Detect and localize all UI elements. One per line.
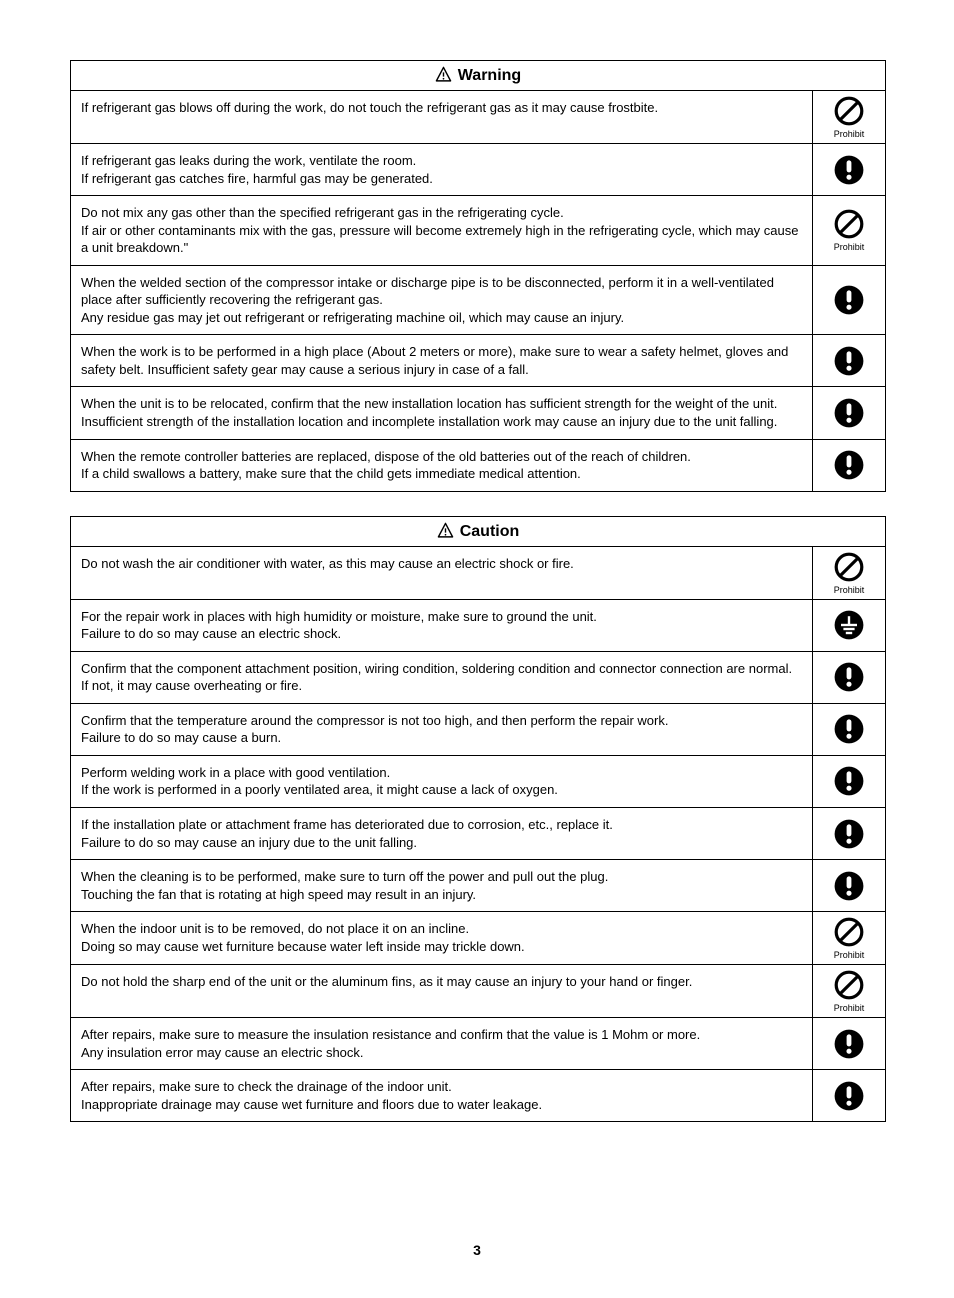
mandatory-icon [833,449,865,481]
mandatory-icon [833,154,865,186]
prohibit-icon [833,208,865,240]
safety-icon-cell [813,144,885,195]
page-number: 3 [70,1242,884,1258]
safety-row: When the welded section of the compresso… [71,266,885,336]
ground-icon [833,609,865,641]
safety-text: Do not mix any gas other than the specif… [71,196,813,265]
safety-icon-cell [813,756,885,807]
prohibit-icon [833,551,865,583]
safety-text: When the remote controller batteries are… [71,440,813,491]
safety-icon-cell [813,600,885,651]
safety-text: Confirm that the temperature around the … [71,704,813,755]
safety-icon-cell [813,652,885,703]
safety-icon-cell: Prohibit [813,196,885,265]
section-heading: Caution [71,517,885,547]
safety-text: Do not wash the air conditioner with wat… [71,547,813,599]
safety-icon-cell: Prohibit [813,912,885,964]
safety-row: When the indoor unit is to be removed, d… [71,912,885,965]
mandatory-icon [833,765,865,797]
safety-row: After repairs, make sure to measure the … [71,1018,885,1070]
safety-row: Perform welding work in a place with goo… [71,756,885,808]
safety-text: When the cleaning is to be performed, ma… [71,860,813,911]
safety-icon-cell [813,1018,885,1069]
safety-row: For the repair work in places with high … [71,600,885,652]
mandatory-icon [833,1080,865,1112]
mandatory-icon [833,397,865,429]
safety-text: If refrigerant gas blows off during the … [71,91,813,143]
prohibit-label: Prohibit [834,585,865,595]
safety-row: When the cleaning is to be performed, ma… [71,860,885,912]
safety-icon-cell [813,266,885,335]
safety-row: Do not wash the air conditioner with wat… [71,547,885,600]
safety-text: Perform welding work in a place with goo… [71,756,813,807]
section-heading: Warning [71,61,885,91]
safety-row: When the unit is to be relocated, confir… [71,387,885,439]
safety-row: If the installation plate or attachment … [71,808,885,860]
mandatory-icon [833,713,865,745]
safety-text: When the unit is to be relocated, confir… [71,387,813,438]
safety-text: When the indoor unit is to be removed, d… [71,912,813,964]
safety-text: If refrigerant gas leaks during the work… [71,144,813,195]
safety-icon-cell [813,704,885,755]
mandatory-icon [833,345,865,377]
safety-row: If refrigerant gas blows off during the … [71,91,885,144]
safety-section: Warning If refrigerant gas blows off duri… [70,60,886,492]
safety-row: When the remote controller batteries are… [71,440,885,491]
safety-icon-cell [813,808,885,859]
safety-text: Confirm that the component attachment po… [71,652,813,703]
safety-row: If refrigerant gas leaks during the work… [71,144,885,196]
safety-icon-cell: Prohibit [813,91,885,143]
safety-row: When the work is to be performed in a hi… [71,335,885,387]
safety-text: When the work is to be performed in a hi… [71,335,813,386]
safety-text: After repairs, make sure to check the dr… [71,1070,813,1121]
mandatory-icon [833,818,865,850]
safety-text: After repairs, make sure to measure the … [71,1018,813,1069]
warning-triangle-icon [437,522,454,539]
safety-icon-cell [813,860,885,911]
safety-row: After repairs, make sure to check the dr… [71,1070,885,1121]
safety-icon-cell: Prohibit [813,547,885,599]
safety-icon-cell [813,440,885,491]
safety-row: Do not hold the sharp end of the unit or… [71,965,885,1018]
warning-triangle-icon [435,66,452,83]
prohibit-label: Prohibit [834,242,865,252]
safety-text: If the installation plate or attachment … [71,808,813,859]
safety-icon-cell [813,1070,885,1121]
safety-icon-cell [813,335,885,386]
safety-row: Do not mix any gas other than the specif… [71,196,885,266]
prohibit-label: Prohibit [834,950,865,960]
safety-row: Confirm that the component attachment po… [71,652,885,704]
section-title: Warning [458,67,521,84]
prohibit-label: Prohibit [834,129,865,139]
mandatory-icon [833,284,865,316]
prohibit-icon [833,95,865,127]
safety-icon-cell: Prohibit [813,965,885,1017]
prohibit-label: Prohibit [834,1003,865,1013]
safety-row: Confirm that the temperature around the … [71,704,885,756]
prohibit-icon [833,969,865,1001]
mandatory-icon [833,661,865,693]
mandatory-icon [833,1028,865,1060]
mandatory-icon [833,870,865,902]
safety-section: Caution Do not wash the air conditioner w… [70,516,886,1123]
prohibit-icon [833,916,865,948]
safety-text: Do not hold the sharp end of the unit or… [71,965,813,1017]
safety-icon-cell [813,387,885,438]
safety-text: For the repair work in places with high … [71,600,813,651]
safety-text: When the welded section of the compresso… [71,266,813,335]
section-title: Caution [460,523,520,540]
